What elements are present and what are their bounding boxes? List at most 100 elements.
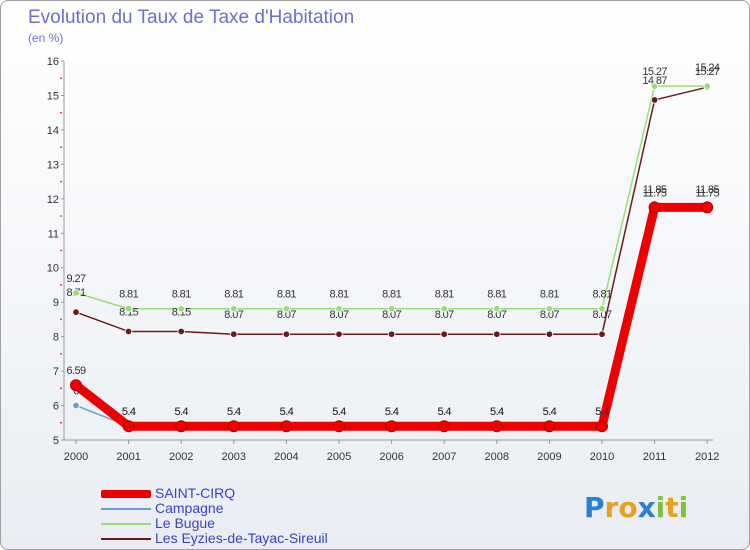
data-label-les-eyzies-de-tayac-sireuil: 8.07 bbox=[224, 309, 243, 321]
y-tick-label: 8 bbox=[53, 332, 59, 344]
data-point-les-eyzies-de-tayac-sireuil bbox=[545, 330, 554, 338]
data-point-saint-cirq bbox=[596, 420, 608, 433]
y-minor-tick bbox=[60, 77, 62, 80]
data-label-le-bugue: 8.81 bbox=[172, 289, 191, 301]
data-label-campagne: 5.4 bbox=[332, 406, 346, 418]
data-label-les-eyzies-de-tayac-sireuil: 8.15 bbox=[119, 306, 138, 318]
data-label-le-bugue: 8.81 bbox=[119, 289, 138, 301]
y-tick-label: 12 bbox=[47, 194, 59, 206]
data-point-les-eyzies-de-tayac-sireuil bbox=[387, 330, 396, 338]
data-label-saint-cirq: 5.4 bbox=[490, 406, 504, 418]
data-point-les-eyzies-de-tayac-sireuil bbox=[440, 330, 448, 338]
data-label-campagne: 5.4 bbox=[280, 406, 294, 418]
x-tick-label: 2007 bbox=[432, 451, 456, 463]
legend-swatch-le-bugue bbox=[101, 523, 151, 525]
data-point-les-eyzies-de-tayac-sireuil bbox=[335, 330, 343, 338]
y-tick-label: 5 bbox=[53, 435, 59, 447]
x-tick-label: 2005 bbox=[327, 451, 351, 463]
x-tick-label: 2004 bbox=[274, 451, 298, 463]
chart-title: Evolution du Taux de Taxe d'Habitation bbox=[28, 7, 355, 28]
x-tick-label: 2000 bbox=[64, 451, 88, 463]
data-label-le-bugue: 8.81 bbox=[592, 289, 611, 301]
y-minor-tick bbox=[60, 318, 62, 321]
legend-swatch-campagne bbox=[101, 508, 151, 510]
data-point-campagne bbox=[72, 401, 80, 410]
y-tick-label: 11 bbox=[48, 228, 59, 240]
legend-swatch-saint-cirq bbox=[101, 490, 151, 498]
data-label-campagne: 5.4 bbox=[437, 406, 451, 418]
data-point-saint-cirq bbox=[385, 420, 398, 433]
data-label-saint-cirq: 5.4 bbox=[174, 406, 188, 418]
data-point-saint-cirq bbox=[648, 201, 661, 214]
data-point-les-eyzies-de-tayac-sireuil bbox=[650, 96, 659, 104]
y-tick-label: 16 bbox=[47, 56, 59, 68]
data-point-le-bugue bbox=[703, 82, 711, 90]
data-label-saint-cirq: 5.4 bbox=[332, 406, 346, 418]
data-point-les-eyzies-de-tayac-sireuil bbox=[493, 330, 501, 338]
data-label-le-bugue: 15.27 bbox=[642, 66, 667, 78]
logo-letter: i bbox=[655, 491, 666, 524]
data-point-les-eyzies-de-tayac-sireuil bbox=[177, 327, 185, 336]
data-point-le-bugue bbox=[493, 305, 501, 313]
data-label-saint-cirq: 5.4 bbox=[280, 406, 294, 418]
data-point-les-eyzies-de-tayac-sireuil bbox=[282, 330, 291, 338]
y-tick-label: 6 bbox=[53, 401, 59, 413]
data-label-campagne: 5.4 bbox=[122, 406, 136, 418]
data-point-saint-cirq bbox=[543, 420, 556, 433]
data-label-les-eyzies-de-tayac-sireuil: 8.07 bbox=[277, 309, 296, 321]
data-label-saint-cirq: 11.75 bbox=[695, 187, 719, 199]
data-label-campagne: 5.4 bbox=[174, 406, 188, 418]
legend-label: SAINT-CIRQ bbox=[155, 485, 236, 501]
data-point-saint-cirq bbox=[70, 379, 82, 392]
data-point-les-eyzies-de-tayac-sireuil bbox=[72, 308, 80, 316]
data-point-les-eyzies-de-tayac-sireuil bbox=[124, 327, 133, 336]
y-minor-tick bbox=[60, 146, 62, 149]
data-label-les-eyzies-de-tayac-sireuil: 8.07 bbox=[592, 309, 611, 321]
y-minor-tick bbox=[60, 387, 62, 390]
data-point-saint-cirq bbox=[490, 420, 503, 433]
logo-letter: o bbox=[618, 491, 638, 524]
x-tick-label: 2011 bbox=[643, 451, 667, 463]
data-label-le-bugue: 8.81 bbox=[277, 289, 296, 301]
data-label-les-eyzies-de-tayac-sireuil: 8.07 bbox=[487, 309, 506, 321]
data-label-saint-cirq: 5.4 bbox=[227, 406, 241, 418]
data-label-saint-cirq: 5.4 bbox=[122, 406, 136, 418]
data-label-les-eyzies-de-tayac-sireuil: 8.07 bbox=[435, 309, 454, 321]
logo-letter: i bbox=[678, 491, 689, 524]
data-label-campagne: 6 bbox=[73, 386, 79, 398]
data-label-le-bugue: 8.81 bbox=[329, 289, 348, 301]
data-point-le-bugue bbox=[387, 305, 396, 313]
y-minor-tick bbox=[60, 352, 62, 355]
legend-label: Le Bugue bbox=[155, 515, 215, 531]
y-minor-tick bbox=[60, 249, 62, 252]
data-point-le-bugue bbox=[177, 305, 185, 313]
data-point-le-bugue bbox=[598, 305, 606, 313]
data-point-le-bugue bbox=[72, 289, 80, 297]
data-label-le-bugue: 8.81 bbox=[382, 289, 401, 301]
data-point-saint-cirq bbox=[701, 201, 714, 214]
data-point-le-bugue bbox=[282, 305, 291, 313]
x-tick-label: 2002 bbox=[169, 451, 193, 463]
data-label-les-eyzies-de-tayac-sireuil: 8.07 bbox=[540, 309, 559, 321]
legend-label: Les Eyzies-de-Tayac-Sireuil bbox=[155, 530, 328, 546]
data-label-les-eyzies-de-tayac-sireuil: 8.15 bbox=[172, 306, 191, 318]
y-tick-label: 14 bbox=[47, 125, 59, 137]
data-label-le-bugue: 15.27 bbox=[695, 66, 720, 78]
y-minor-tick bbox=[60, 180, 62, 183]
y-tick-label: 13 bbox=[47, 159, 59, 171]
y-minor-tick bbox=[60, 111, 62, 114]
x-tick-label: 2003 bbox=[222, 451, 246, 463]
y-tick-label: 10 bbox=[47, 263, 59, 275]
y-minor-tick bbox=[60, 215, 62, 217]
x-tick-label: 2001 bbox=[116, 451, 140, 463]
data-label-saint-cirq: 5.4 bbox=[437, 406, 451, 418]
data-point-saint-cirq bbox=[280, 420, 293, 433]
data-label-campagne: 5.4 bbox=[385, 406, 399, 418]
data-point-le-bugue bbox=[545, 305, 554, 313]
data-label-saint-cirq: 5.4 bbox=[385, 406, 399, 418]
data-point-le-bugue bbox=[650, 82, 659, 90]
data-point-saint-cirq bbox=[333, 420, 345, 433]
data-label-le-bugue: 8.81 bbox=[224, 289, 243, 301]
